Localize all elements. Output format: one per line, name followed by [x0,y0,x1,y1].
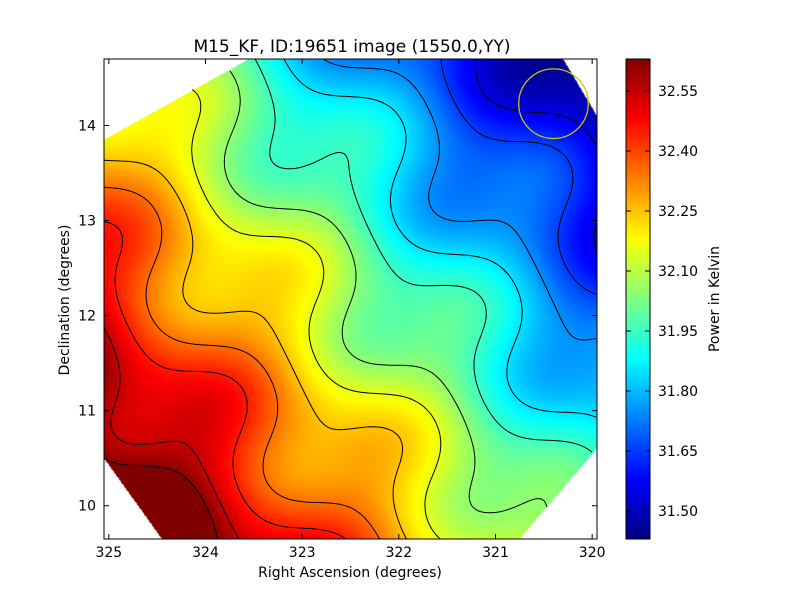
x-tick-label: 325 [95,545,122,561]
x-axis-label: Right Ascension (degrees) [258,565,442,581]
x-tick-label: 323 [289,545,316,561]
contour-line [474,59,597,249]
contour-line [440,59,597,295]
contour-lines [104,59,597,539]
colorbar-tick-label: 31.50 [658,504,698,520]
contour-line [104,159,407,539]
x-tick-label: 324 [192,545,219,561]
heatmap-image [104,59,597,539]
x-tick-label: 322 [385,545,412,561]
colorbar-label: Power in Kelvin [707,246,723,352]
colorbar-gradient [626,59,650,539]
colorbar-tick-label: 32.40 [658,144,698,160]
y-axis: 10 11 12 13 14 [78,119,597,515]
x-tick-label: 321 [482,545,509,561]
y-tick-label: 14 [78,119,96,135]
x-axis: 325 324 323 322 321 320 [95,59,606,561]
colorbar-tick-label: 32.10 [658,264,698,280]
x-tick-label: 320 [579,545,606,561]
colorbar-tick-label: 31.80 [658,384,698,400]
y-tick-label: 13 [78,214,96,230]
chart-title: M15_KF, ID:19651 image (1550.0,YY) [193,37,510,57]
colorbar-tick-label: 31.95 [658,324,698,340]
colorbar-tick-label: 32.25 [658,204,698,220]
y-tick-label: 12 [78,309,96,325]
source-marker-circle [518,68,589,140]
colorbar: 31.50 31.65 31.80 31.95 32.10 32.25 32.40 32.55 [625,58,698,540]
contour-line [104,186,380,539]
plot-area [103,58,598,540]
contour-line [104,221,346,539]
colorbar-frame [625,58,651,540]
y-tick-label: 10 [78,499,96,515]
contour-line [223,70,548,514]
contour-line [191,89,442,539]
y-axis-label: Declination (degrees) [57,225,73,376]
contour-line [254,59,593,453]
y-tick-label: 11 [78,404,96,420]
contour-line [104,327,240,539]
colorbar-tick-label: 31.65 [658,444,698,460]
colorbar-ticks: 31.50 31.65 31.80 31.95 32.10 32.25 32.40 32.55 [626,84,698,520]
colorbar-tick-label: 32.55 [658,84,698,100]
contour-line [283,59,597,418]
plot-frame [103,58,598,540]
